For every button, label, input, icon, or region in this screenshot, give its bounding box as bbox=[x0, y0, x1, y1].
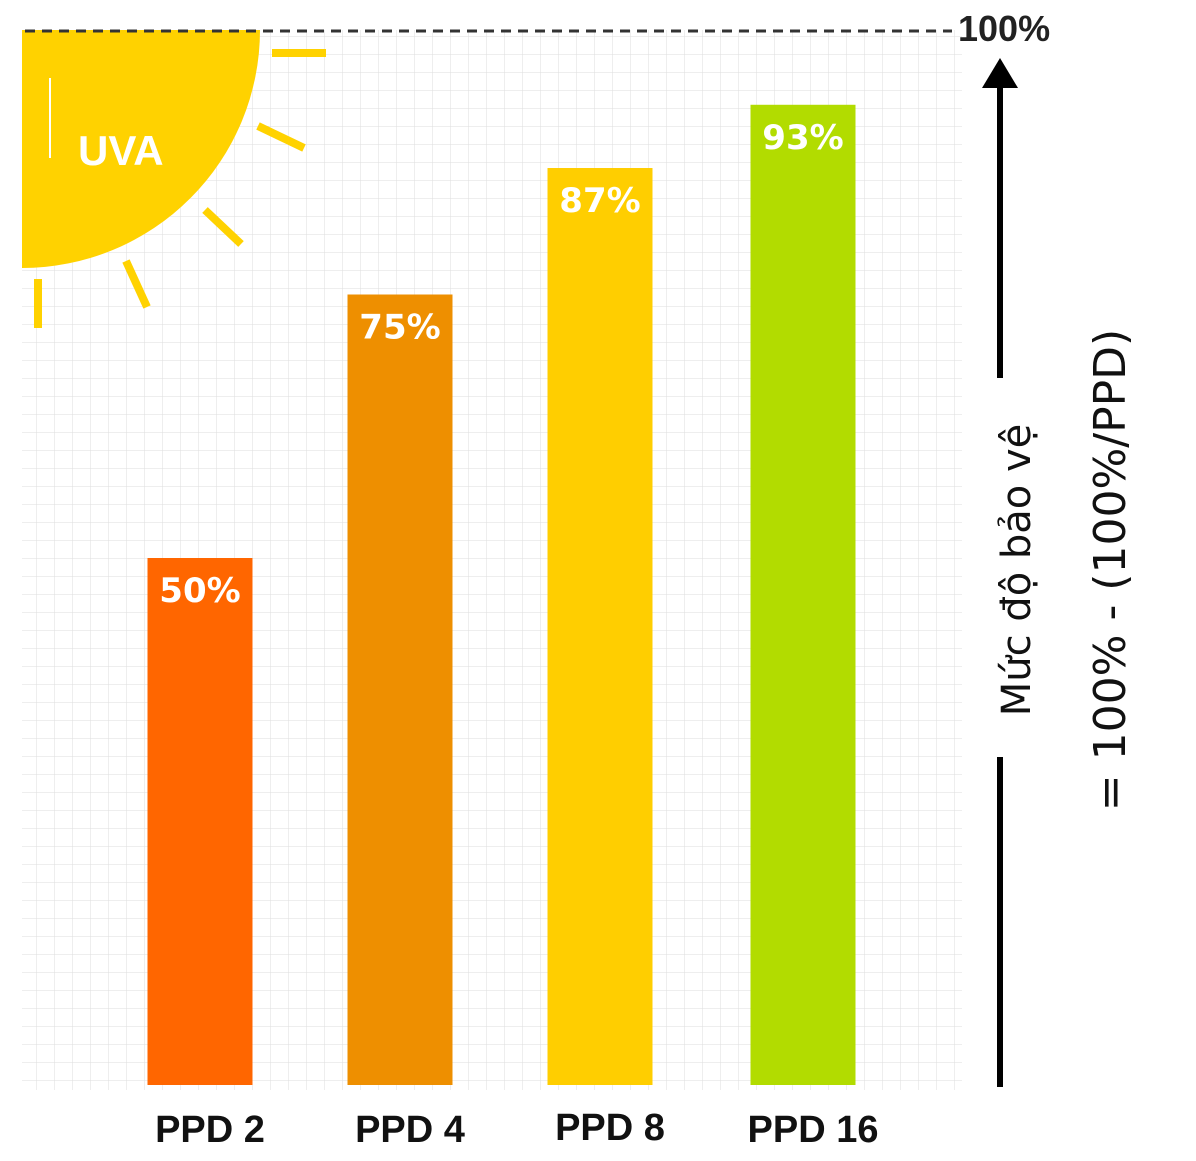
axis-formula: = 100% - (100%/PPD) bbox=[1085, 329, 1136, 811]
bar-value-label: 87% bbox=[559, 181, 640, 221]
bar-ppd-8 bbox=[547, 168, 653, 1085]
arrow-up-icon bbox=[982, 58, 1018, 88]
category-label: PPD 2 bbox=[155, 1109, 265, 1151]
sun-icon: UVA bbox=[22, 30, 326, 328]
bar-value-label: 50% bbox=[159, 571, 240, 611]
bar-ppd-2 bbox=[147, 558, 253, 1085]
bar-value-label: 75% bbox=[359, 308, 440, 348]
axis-title: Mức độ bảo vệ bbox=[994, 424, 1040, 717]
reference-line-label: 100% bbox=[958, 8, 1050, 49]
bar-ppd-16 bbox=[750, 104, 856, 1085]
category-label: PPD 8 bbox=[555, 1107, 665, 1149]
bar-value-label: 93% bbox=[762, 118, 843, 158]
bar-ppd-4 bbox=[347, 294, 453, 1085]
uva-label: UVA bbox=[78, 127, 164, 174]
category-label: PPD 16 bbox=[748, 1109, 879, 1151]
category-label: PPD 4 bbox=[355, 1109, 465, 1151]
